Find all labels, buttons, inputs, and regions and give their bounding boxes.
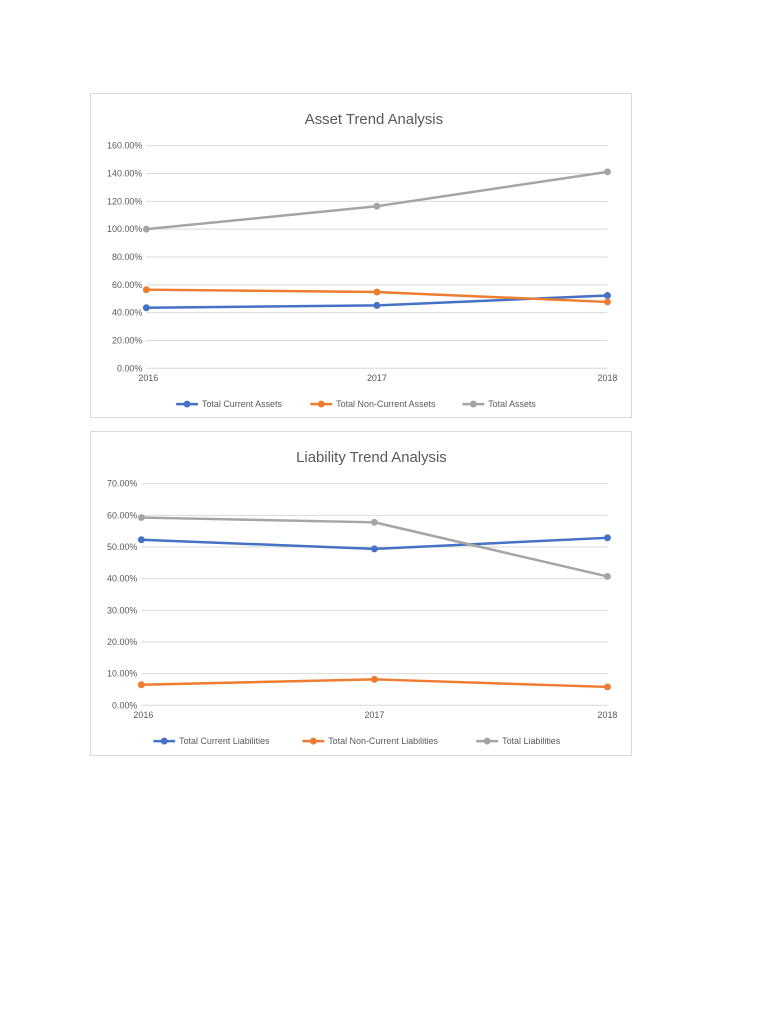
legend-marker xyxy=(309,737,317,745)
y-tick-label: 20.00% xyxy=(112,335,142,345)
y-tick-label: 100.00% xyxy=(107,224,142,234)
legend-marker xyxy=(483,737,491,745)
series-line xyxy=(146,170,608,231)
data-point xyxy=(603,534,611,542)
x-tick-label: 2017 xyxy=(367,373,387,383)
y-tick-label: 40.00% xyxy=(107,574,137,584)
data-point xyxy=(603,572,611,580)
x-tick-label: 2017 xyxy=(364,710,384,720)
data-point xyxy=(603,292,611,300)
liability-trend-chart: Liability Trend Analysis 0.00% 10.00% 20.00… xyxy=(90,431,632,756)
y-tick-label: 160.00% xyxy=(107,141,142,151)
data-point xyxy=(373,301,381,309)
liability-trend-chart-svg: Liability Trend Analysis 0.00% 10.00% 20.00… xyxy=(107,450,618,746)
y-tick-label: 20.00% xyxy=(107,637,137,647)
y-tick-label: 70.00% xyxy=(107,479,137,489)
y-tick-label: 120.00% xyxy=(107,196,142,206)
legend-marker xyxy=(183,400,191,408)
data-point xyxy=(137,536,145,544)
data-point xyxy=(603,168,611,176)
y-tick-label: 0.00% xyxy=(112,700,137,710)
y-tick-label: 10.00% xyxy=(107,669,137,679)
data-point xyxy=(137,514,145,522)
x-tick-label: 2018 xyxy=(598,373,618,383)
data-point xyxy=(142,225,150,233)
legend-item: Total Liabilities xyxy=(476,736,561,746)
legend-item: Total Non-Current Liabilities xyxy=(302,736,439,746)
data-point xyxy=(373,202,381,210)
data-point xyxy=(370,545,378,553)
data-point xyxy=(137,681,145,689)
legend-label: Total Current Liabilities xyxy=(179,736,270,746)
asset-trend-chart-svg: Asset Trend Analysis 0.00% 20.00% 40.00% 60.… xyxy=(107,112,618,409)
legend-item: Total Current Liabilities xyxy=(153,736,270,746)
data-point xyxy=(370,518,378,526)
chart-title: Liability Trend Analysis xyxy=(296,450,447,466)
y-tick-label: 0.00% xyxy=(117,363,142,373)
data-point xyxy=(603,683,611,691)
data-point xyxy=(142,286,150,294)
y-tick-label: 60.00% xyxy=(107,510,137,520)
legend-label: Total Assets xyxy=(488,399,536,409)
x-tick-label: 2018 xyxy=(598,710,618,720)
y-tick-label: 60.00% xyxy=(112,280,142,290)
y-tick-label: 80.00% xyxy=(112,252,142,262)
legend-marker xyxy=(469,400,477,408)
data-point xyxy=(603,298,611,306)
x-tick-label: 2016 xyxy=(133,710,153,720)
legend-item: Total Assets xyxy=(462,399,536,409)
data-point xyxy=(370,675,378,683)
legend-item: Total Current Assets xyxy=(176,399,282,409)
y-tick-label: 40.00% xyxy=(112,308,142,318)
legend-label: Total Non-Current Liabilities xyxy=(328,736,438,746)
data-point xyxy=(373,288,381,296)
legend-label: Total Current Assets xyxy=(202,399,283,409)
legend-marker xyxy=(317,400,325,408)
y-tick-label: 140.00% xyxy=(107,168,142,178)
data-point xyxy=(142,304,150,312)
chart-title: Asset Trend Analysis xyxy=(305,112,443,128)
y-tick-label: 50.00% xyxy=(107,542,137,552)
x-tick-label: 2016 xyxy=(138,373,158,383)
legend-item: Total Non-Current Assets xyxy=(310,399,436,409)
asset-trend-chart: Asset Trend Analysis 0.00% 20.00% 40.00% 60.… xyxy=(90,93,632,418)
y-tick-label: 30.00% xyxy=(107,605,137,615)
legend-label: Total Non-Current Assets xyxy=(336,399,436,409)
legend-marker xyxy=(160,737,168,745)
legend-label: Total Liabilities xyxy=(502,736,561,746)
